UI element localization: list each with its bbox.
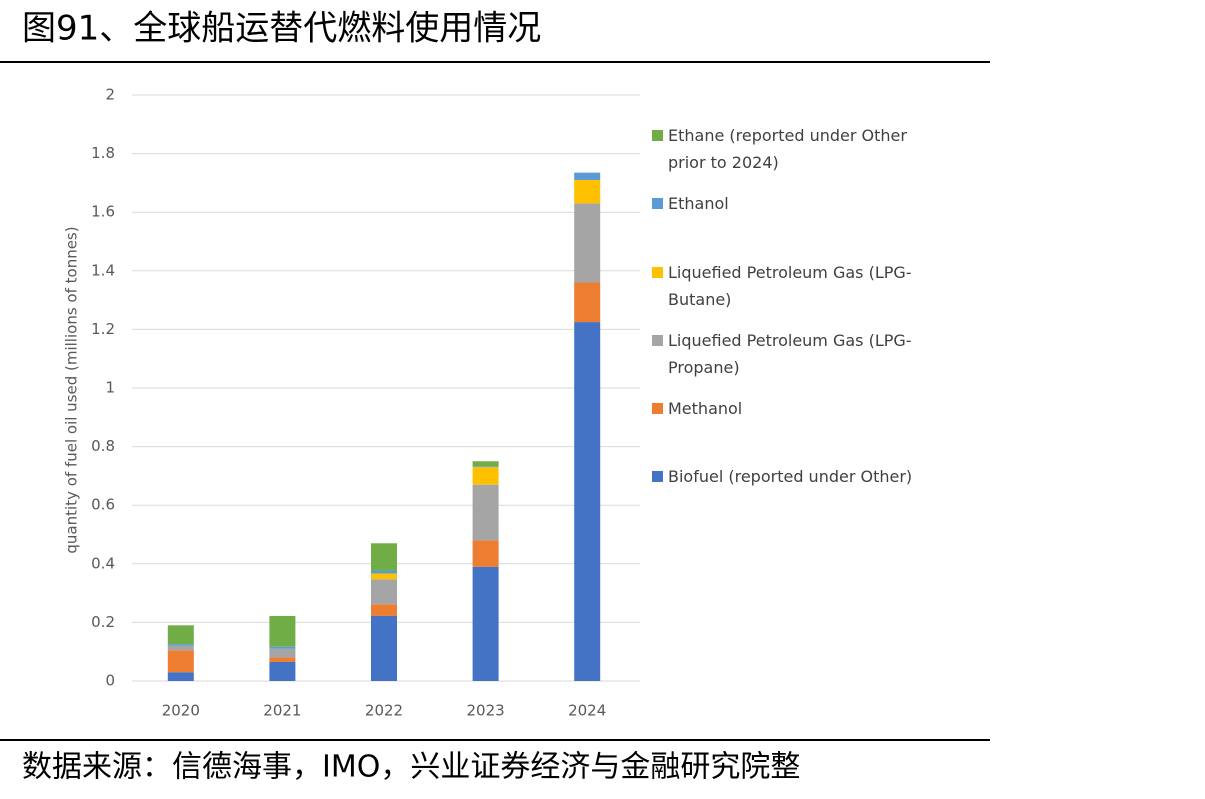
y-tick-label: 0.6 — [91, 496, 115, 514]
x-tick-label: 2024 — [568, 702, 606, 720]
legend-label: Methanol — [668, 399, 743, 418]
bar-segment — [472, 540, 499, 567]
legend-item: Ethane (reported under Other prior to 20… — [652, 122, 922, 176]
bar-segment — [269, 646, 296, 649]
bar-segment — [371, 604, 397, 616]
bar-segment — [472, 461, 499, 467]
legend-label: Ethane (reported under Other prior to 20… — [668, 126, 907, 172]
bar-segment — [167, 645, 194, 651]
legend-item: Methanol — [652, 395, 922, 422]
legend-swatch — [652, 198, 663, 209]
bar-segment — [167, 672, 194, 681]
legend-swatch — [652, 335, 663, 346]
bar-segment — [269, 661, 296, 681]
legend-item: Liquefied Petroleum Gas (LPG-Butane) — [652, 259, 922, 313]
title: 图91、全球船运替代燃料使用情况 — [22, 9, 541, 49]
bar-segment — [472, 484, 499, 541]
legend-label: Biofuel (reported under Other) — [668, 467, 913, 486]
y-tick-label: 1.4 — [91, 261, 115, 279]
y-tick-label: 1.8 — [91, 144, 115, 162]
bar-segment — [574, 179, 601, 204]
y-tick-label: 0.2 — [91, 613, 115, 631]
bar-segment — [574, 172, 601, 180]
bar-segment — [167, 644, 194, 646]
legend-swatch — [652, 403, 663, 414]
x-tick-label: 2022 — [365, 702, 403, 720]
legend-swatch — [652, 130, 663, 141]
bar-segment — [269, 615, 296, 647]
legend-label: Ethanol — [668, 194, 729, 213]
bar-segment — [371, 573, 397, 580]
bar-segment — [167, 650, 194, 673]
x-tick-label: 2021 — [263, 702, 301, 720]
bar-segment — [269, 657, 296, 662]
y-axis-title: quantity of fuel oil used (millions of t… — [63, 226, 81, 553]
bar-segment — [167, 625, 194, 645]
bar-segment — [269, 648, 296, 658]
legend-item: Liquefied Petroleum Gas (LPG-Propane) — [652, 327, 922, 381]
bar-segment — [472, 566, 499, 681]
bar-segment — [371, 615, 397, 681]
bar-segment — [472, 467, 499, 485]
y-tick-label: 2 — [105, 86, 115, 104]
legend-swatch — [652, 471, 663, 482]
y-tick-label: 1.6 — [91, 203, 115, 221]
legend-item: Ethanol — [652, 190, 922, 217]
bar-segment — [371, 579, 397, 605]
y-tick-label: 0 — [105, 672, 115, 690]
bar-segment — [574, 203, 601, 283]
y-tick-label: 0.8 — [91, 437, 115, 455]
x-tick-label: 2020 — [162, 702, 200, 720]
bar-segment — [472, 466, 499, 468]
legend-item: Biofuel (reported under Other) — [652, 463, 922, 490]
source: 数据来源：信德海事，IMO，兴业证券经济与金融研究院整 — [22, 750, 800, 785]
bar-segment — [371, 543, 397, 571]
y-tick-label: 0.4 — [91, 554, 115, 572]
bar-segment — [574, 322, 601, 681]
x-tick-label: 2023 — [467, 702, 505, 720]
legend-label: Liquefied Petroleum Gas (LPG-Butane) — [668, 263, 912, 309]
y-tick-label: 1.2 — [91, 320, 115, 338]
bar-segment — [371, 570, 397, 574]
legend-label: Liquefied Petroleum Gas (LPG-Propane) — [668, 331, 912, 377]
y-tick-label: 1 — [105, 379, 115, 397]
bar-segment — [574, 282, 601, 323]
legend-swatch — [652, 267, 663, 278]
